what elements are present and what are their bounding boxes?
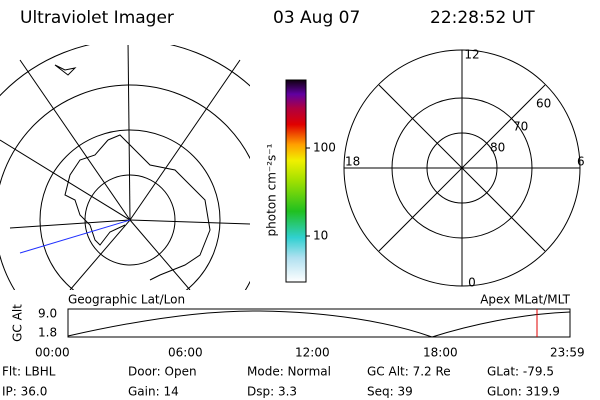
colorbar	[285, 79, 307, 283]
y-tick-label: 1.8	[38, 326, 57, 340]
polar-label: Apex MLat/MLT	[480, 293, 570, 307]
info-field: GLon: 319.9	[487, 385, 560, 399]
mlat-label: 70	[513, 120, 528, 134]
x-tick-label: 06:00	[168, 346, 203, 360]
y-tick-label: 9.0	[38, 307, 57, 321]
title: Ultraviolet Imager	[20, 8, 174, 28]
info-field: GLat: -79.5	[487, 365, 554, 379]
info-field: Mode: Normal	[247, 365, 331, 379]
x-tick-label: 18:00	[423, 346, 458, 360]
x-tick-label: 12:00	[295, 346, 330, 360]
altitude-curve	[67, 310, 571, 338]
info-field: Flt: LBHL	[2, 365, 56, 379]
mlat-label: 60	[536, 97, 551, 111]
colorbar-tick: 10	[313, 229, 328, 243]
geographic-map	[0, 45, 250, 290]
mlt-label: 6	[577, 155, 585, 169]
y-axis-label: GC Alt	[11, 304, 25, 342]
info-panel: Flt: LBHL Door: Open Mode: Normal GC Alt: 7…	[2, 365, 560, 399]
mlt-label: 0	[468, 276, 476, 290]
info-field: GC Alt: 7.2 Re	[367, 365, 451, 379]
colorbar-label: photon cm⁻²s⁻¹	[265, 143, 279, 236]
date: 03 Aug 07	[273, 8, 360, 28]
mlat-label: 80	[490, 141, 505, 155]
info-field: IP: 36.0	[2, 385, 47, 399]
mlt-label: 12	[464, 48, 479, 62]
time: 22:28:52 UT	[430, 8, 535, 28]
map-label: Geographic Lat/Lon	[68, 293, 185, 307]
polar-grid	[343, 49, 581, 287]
x-tick-label: 23:59	[550, 346, 585, 360]
info-field: Dsp: 3.3	[247, 385, 297, 399]
colorbar-tick: 100	[313, 141, 336, 155]
altitude-plot-frame	[67, 308, 571, 338]
info-field: Gain: 14	[128, 385, 179, 399]
mlt-label: 18	[345, 155, 360, 169]
info-field: Door: Open	[128, 365, 197, 379]
info-field: Seq: 39	[367, 385, 413, 399]
x-tick-label: 00:00	[35, 346, 70, 360]
